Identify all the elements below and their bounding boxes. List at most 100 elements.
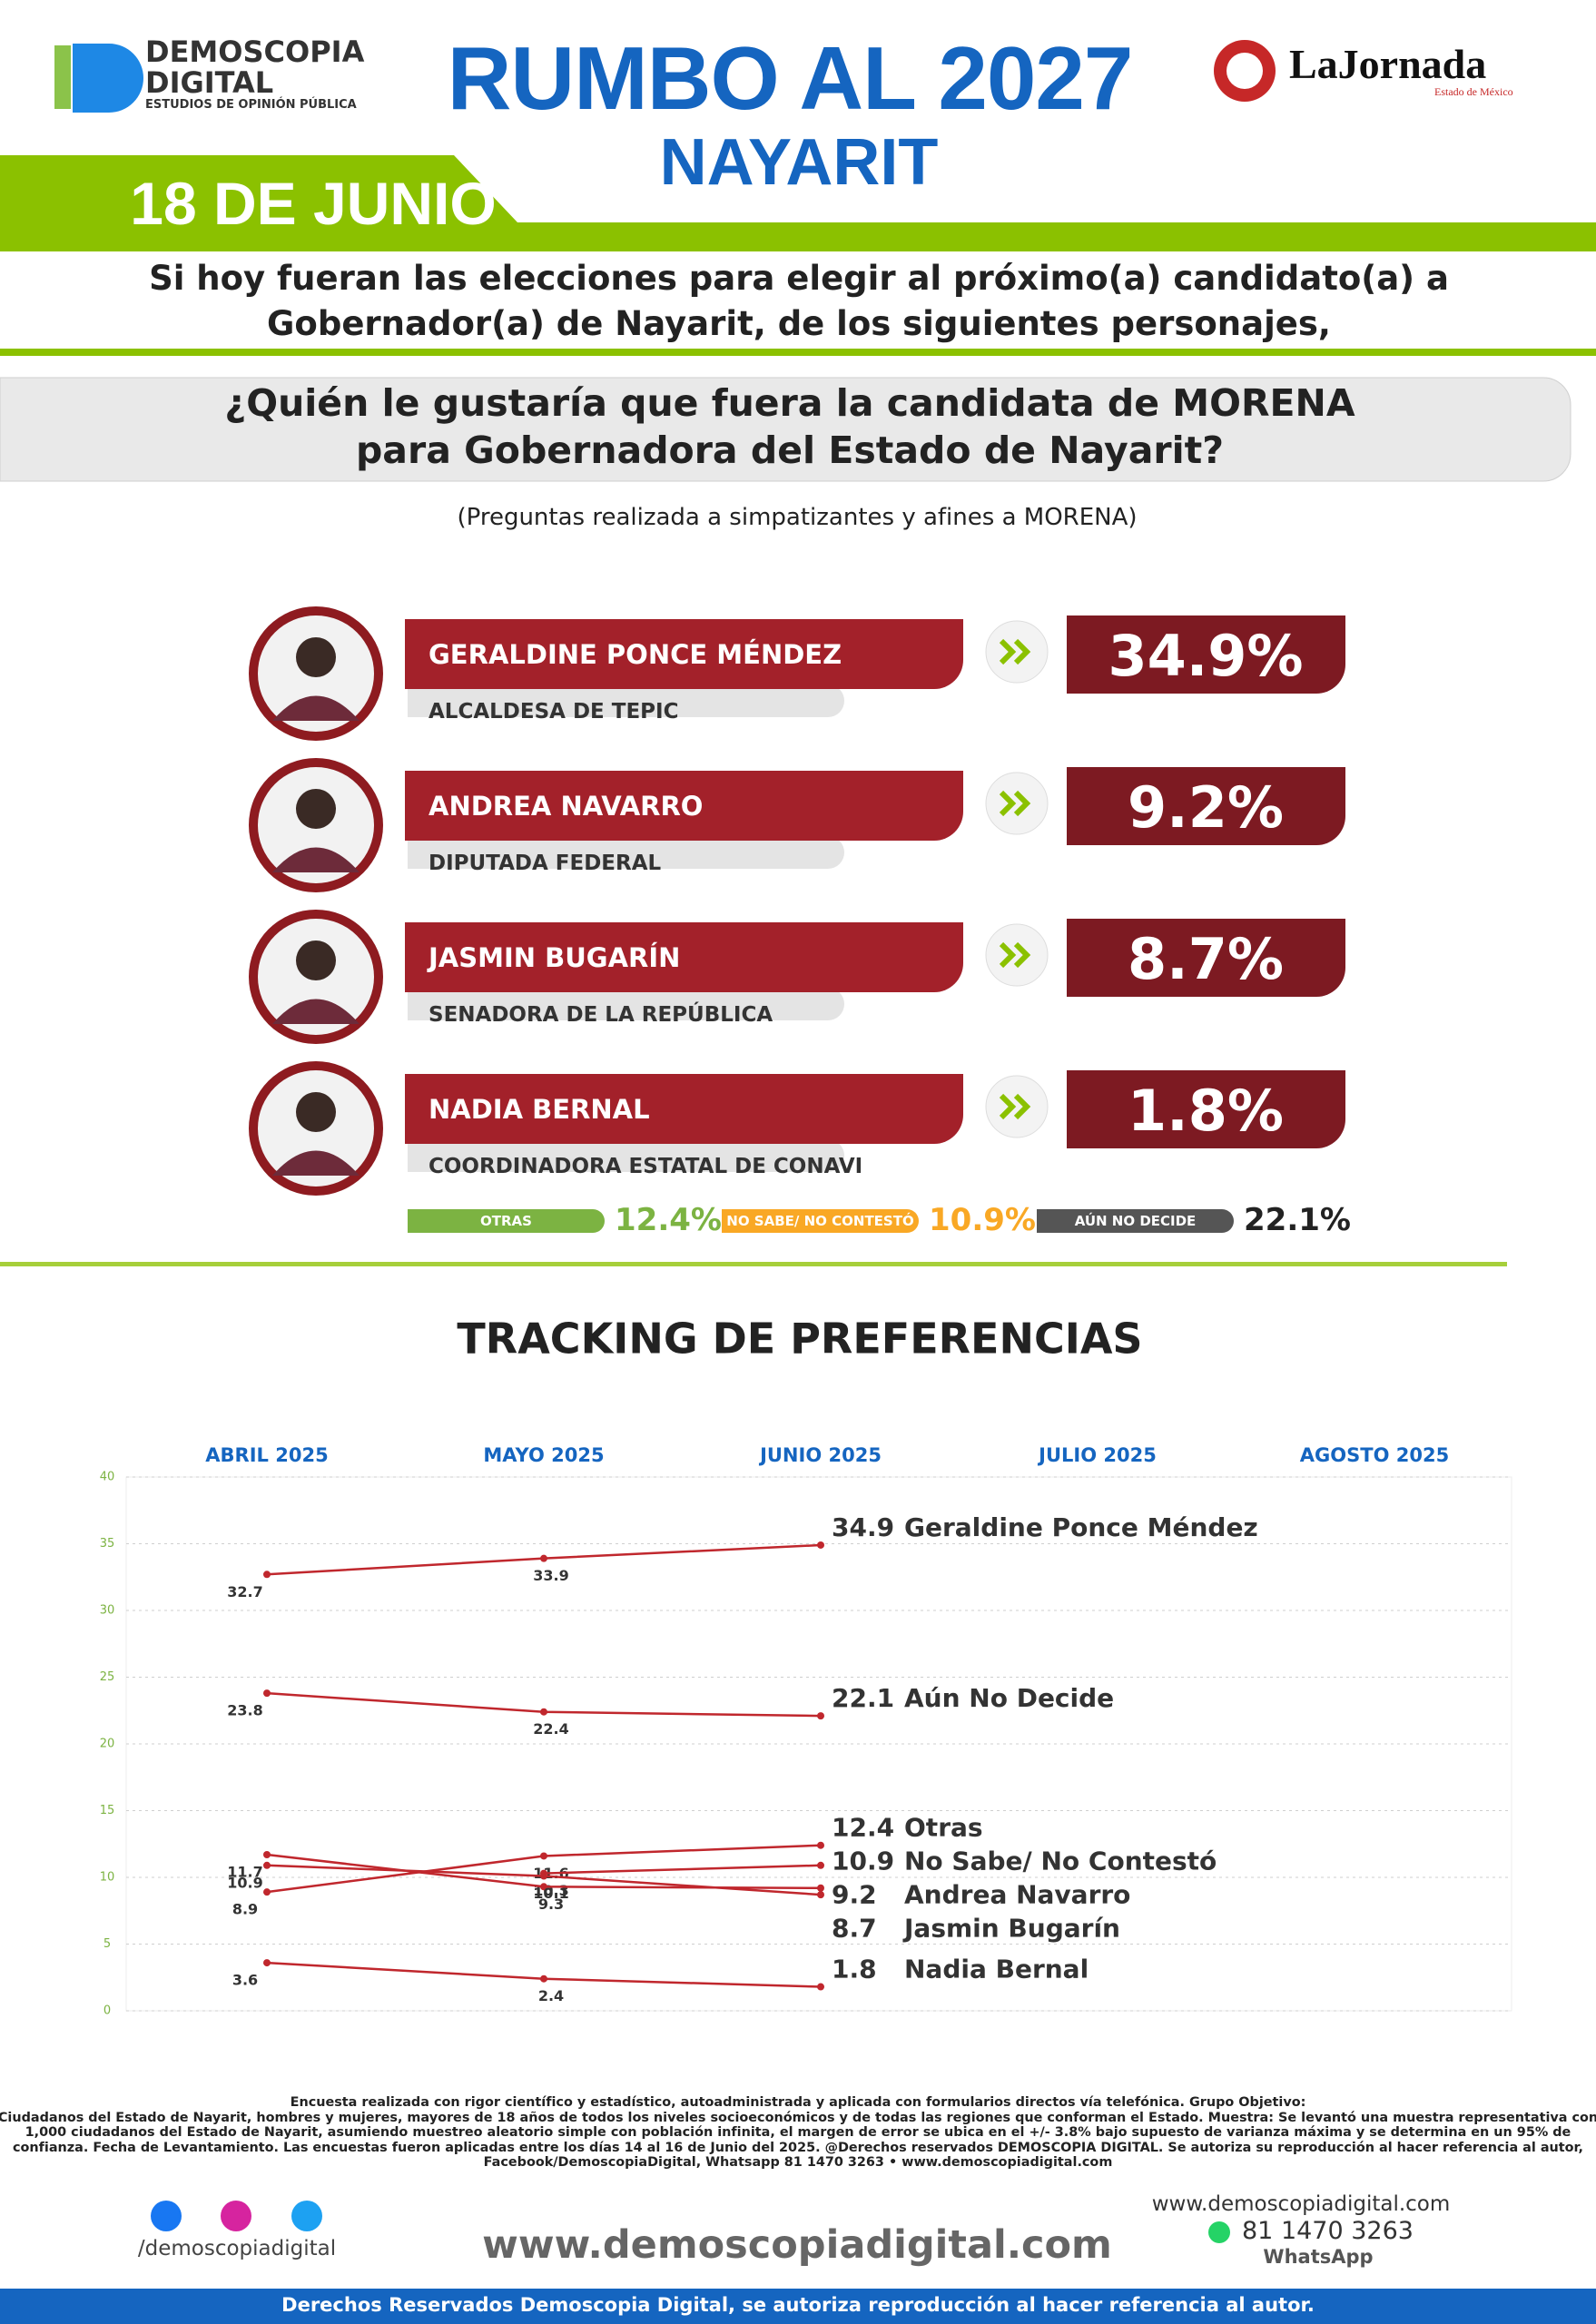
candidate-result: 9.2% bbox=[1128, 774, 1284, 841]
intro-line: Si hoy fueran las elecciones para elegir… bbox=[149, 259, 1449, 298]
methodology-line: Facebook/DemoscopiaDigital, Whatsapp 81 … bbox=[483, 2155, 1113, 2170]
chevron-circle bbox=[985, 620, 1049, 684]
point bbox=[817, 1891, 824, 1899]
twitter-icon bbox=[291, 2201, 322, 2231]
candidate-name: JASMIN BUGARÍN bbox=[429, 942, 681, 973]
date: 18 DE JUNIO bbox=[130, 170, 497, 237]
y-tick-label: 0 bbox=[103, 2004, 111, 2018]
subtitle: NAYARIT bbox=[659, 126, 939, 199]
end-value-label: 8.7 bbox=[832, 1914, 877, 1944]
candidate-role: DIPUTADA FEDERAL bbox=[429, 852, 662, 875]
point bbox=[817, 1841, 824, 1849]
chart-title: TRACKING DE PREFERENCIAS bbox=[457, 1315, 1142, 1364]
point-label: 8.9 bbox=[232, 1901, 258, 1918]
series-name: Geraldine Ponce Méndez bbox=[904, 1512, 1258, 1542]
role-bar bbox=[408, 684, 844, 717]
phone-app: WhatsApp bbox=[1263, 2246, 1374, 2268]
point bbox=[817, 1712, 824, 1720]
site: www.demoscopiadigital.com bbox=[482, 2222, 1112, 2268]
series-name: No Sabe/ No Contestó bbox=[904, 1846, 1217, 1876]
contact-site: www.demoscopiadigital.com bbox=[1151, 2192, 1451, 2216]
question-line: para Gobernadora del Estado de Nayarit? bbox=[355, 428, 1225, 472]
question-box bbox=[0, 377, 1571, 482]
chevron bbox=[999, 941, 1031, 969]
point bbox=[540, 1883, 547, 1891]
series-name: Otras bbox=[904, 1813, 983, 1843]
photo-head bbox=[296, 1092, 336, 1132]
point-label: 10.9 bbox=[227, 1874, 262, 1891]
photo-head bbox=[296, 789, 336, 829]
methodology: Encuesta realizada con rigor científico … bbox=[0, 2095, 1596, 2171]
logo-tagline: ESTUDIOS DE OPINIÓN PÚBLICA bbox=[145, 98, 357, 112]
y-tick-label: 15 bbox=[100, 1804, 115, 1817]
point bbox=[817, 1884, 824, 1892]
point bbox=[263, 1888, 271, 1896]
end-value-label: 22.1 bbox=[832, 1683, 894, 1713]
point-label: 3.6 bbox=[232, 1972, 258, 1989]
logo-bar bbox=[54, 45, 71, 109]
end-value-label: 34.9 bbox=[832, 1512, 894, 1542]
candidate-result: 34.9% bbox=[1108, 623, 1304, 689]
intro: Si hoy fueran las elecciones para elegir… bbox=[149, 256, 1449, 347]
role-bar bbox=[408, 1139, 844, 1172]
partner-region: Estado de México bbox=[1434, 85, 1513, 98]
logo-text: DEMOSCOPIA DIGITAL bbox=[145, 36, 364, 98]
chevron-circle bbox=[985, 1075, 1049, 1138]
logo-word: DIGITAL bbox=[145, 65, 274, 100]
question: ¿Quién le gustaría que fuera la candidat… bbox=[224, 379, 1355, 474]
result-box bbox=[1067, 767, 1345, 845]
point bbox=[263, 1851, 271, 1859]
chevron-circle bbox=[985, 772, 1049, 835]
name-bar bbox=[405, 771, 963, 841]
y-tick-label: 20 bbox=[100, 1738, 115, 1751]
x-tick-label: ABRIL 2025 bbox=[205, 1444, 328, 1466]
x-tick-label: AGOSTO 2025 bbox=[1300, 1444, 1449, 1466]
intro-line: Gobernador(a) de Nayarit, de los siguien… bbox=[267, 304, 1331, 343]
whatsapp-icon bbox=[1208, 2221, 1230, 2243]
candidate-name: GERALDINE PONCE MÉNDEZ bbox=[429, 639, 842, 670]
candidate-name: NADIA BERNAL bbox=[429, 1094, 650, 1125]
title: RUMBO AL 2027 bbox=[447, 28, 1134, 128]
methodology-line: confianza. Fecha de Levantamiento. Las e… bbox=[12, 2140, 1583, 2155]
divider bbox=[0, 349, 1596, 356]
point bbox=[540, 1872, 547, 1880]
series-name: Nadia Bernal bbox=[904, 1955, 1089, 1984]
candidate-shapes bbox=[249, 606, 1345, 1196]
point bbox=[263, 1689, 271, 1698]
end-value-label: 12.4 bbox=[832, 1813, 894, 1843]
role-bar bbox=[408, 988, 844, 1020]
series-name: Aún No Decide bbox=[904, 1683, 1114, 1713]
photo-body bbox=[272, 1150, 360, 1176]
point-label: 9.3 bbox=[538, 1896, 564, 1913]
point bbox=[263, 1861, 271, 1869]
series-line bbox=[266, 1961, 822, 1988]
result-box bbox=[1067, 1070, 1345, 1148]
candidate-result: 8.7% bbox=[1128, 926, 1284, 992]
logo-word: DEMOSCOPIA bbox=[145, 34, 365, 69]
chevron bbox=[999, 790, 1031, 817]
chevron bbox=[999, 1093, 1031, 1120]
social-handle: /demoscopiadigital bbox=[137, 2237, 337, 2260]
divider bbox=[0, 1262, 1507, 1266]
chevron bbox=[999, 638, 1031, 665]
y-tick-label: 5 bbox=[103, 1937, 111, 1951]
x-tick-label: JUNIO 2025 bbox=[758, 1444, 882, 1466]
point-label: 10.1 bbox=[533, 1885, 568, 1902]
others-label: NO SABE/ NO CONTESTÓ bbox=[722, 1209, 919, 1233]
chart: TRACKING DE PREFERENCIAS 0 5 10 15 20 25 30 35 4… bbox=[100, 1315, 1512, 2018]
photo-body bbox=[272, 999, 360, 1024]
rights: Derechos Reservados Demoscopia Digital, … bbox=[281, 2294, 1315, 2316]
candidate-result: 1.8% bbox=[1128, 1078, 1284, 1144]
point bbox=[817, 1983, 824, 1991]
date-band bbox=[0, 155, 1596, 251]
note: (Preguntas realizada a simpatizantes y a… bbox=[457, 504, 1138, 531]
name-bar bbox=[405, 619, 963, 689]
partner-name: LaJornada bbox=[1289, 41, 1487, 87]
point bbox=[263, 1571, 271, 1579]
end-value-label: 9.2 bbox=[832, 1880, 877, 1910]
others-label: AÚN NO DECIDE bbox=[1037, 1209, 1234, 1233]
point-label: 32.7 bbox=[227, 1583, 262, 1600]
candidate-role: COORDINADORA ESTATAL DE CONAVI bbox=[429, 1155, 863, 1178]
